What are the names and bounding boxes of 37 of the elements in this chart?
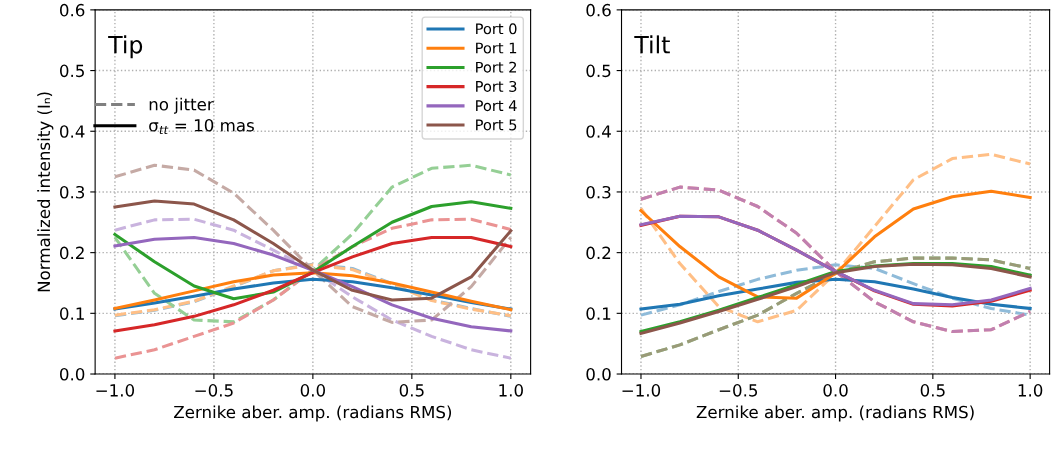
x-tick-label: −0.5 xyxy=(195,384,233,397)
x-tick-label: 0.5 xyxy=(920,384,945,397)
x-tick-label: −0.5 xyxy=(719,384,758,397)
y-axis-title: Normalized intensity (Iₙ) xyxy=(37,92,54,292)
x-tick-label: −1.0 xyxy=(622,384,661,397)
y-tick-label: 0.4 xyxy=(586,125,611,138)
legend-label: Port 1 xyxy=(476,42,517,54)
y-tick-label: 0.2 xyxy=(60,246,84,260)
annotation: Tip xyxy=(108,35,143,59)
x-tick-label: 1.0 xyxy=(1018,384,1043,397)
legend-label: Port 5 xyxy=(476,119,517,131)
y-tick-label: 0.5 xyxy=(586,64,611,78)
y-tick-label: 0.0 xyxy=(60,367,85,381)
x-tick-label: 0.0 xyxy=(300,384,326,397)
y-tick-label: 0.4 xyxy=(60,125,85,138)
y-tick-label: 0.6 xyxy=(60,3,85,17)
y-tick-label: 0.1 xyxy=(586,307,611,320)
y-tick-label: 0.1 xyxy=(60,307,84,320)
legend-label: Port 0 xyxy=(476,23,517,35)
legend-label: Port 3 xyxy=(476,80,517,92)
x-tick-label: 0.5 xyxy=(399,384,424,397)
y-tick-label: 0.0 xyxy=(586,367,611,381)
x-axis-title: Zernike aber. amp. (radians RMS) xyxy=(696,405,974,422)
y-tick-label: 0.3 xyxy=(60,185,85,199)
y-tick-label: 0.6 xyxy=(586,3,611,17)
legend-label: Port 4 xyxy=(476,100,517,112)
x-tick-label: −1.0 xyxy=(96,384,135,397)
y-tick-label: 0.5 xyxy=(60,64,84,78)
y-tick-label: 0.3 xyxy=(586,185,611,199)
legend-label: σ$_{tt}$ = 10 mas xyxy=(149,119,254,135)
annotation: Tilt xyxy=(634,35,670,54)
y-tick-label: 0.2 xyxy=(586,246,611,260)
x-tick-label: 1.0 xyxy=(499,384,523,397)
x-tick-label: 0.0 xyxy=(823,384,848,397)
x-axis-title: Zernike aber. amp. (radians RMS) xyxy=(174,405,452,422)
legend-label: no jitter xyxy=(149,97,214,114)
legend-label: Port 2 xyxy=(476,61,517,73)
